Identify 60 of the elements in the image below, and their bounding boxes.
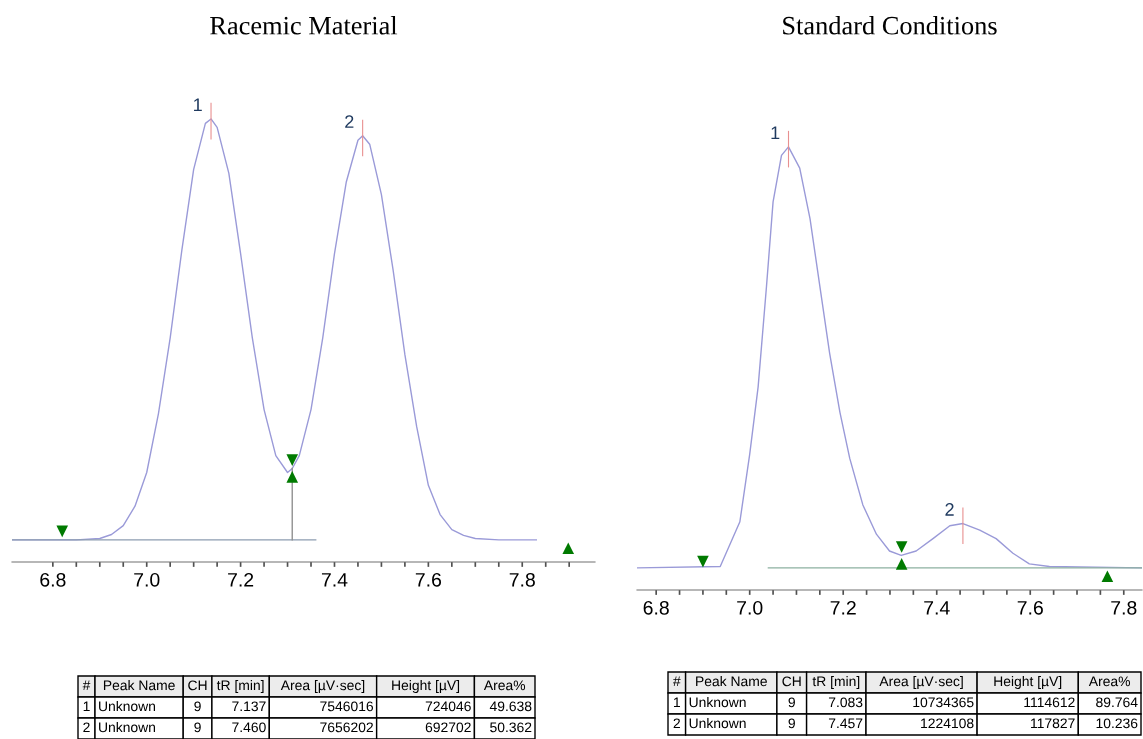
text: 10.236 — [1096, 718, 1138, 729]
text: CH — [188, 680, 207, 691]
annotation: 1 — [194, 98, 202, 112]
x-tick-label: 7.4 — [321, 573, 348, 587]
text: 117827 — [1031, 718, 1075, 729]
text: 9 — [788, 697, 795, 708]
text: Height [µV] — [994, 676, 1062, 689]
text: CH — [782, 676, 801, 687]
text: 10734365 — [913, 697, 974, 708]
x-tick-label: 6.8 — [40, 572, 66, 587]
text: Area% — [483, 680, 526, 691]
text: Unknown — [689, 697, 746, 708]
text: 9 — [788, 718, 795, 729]
chart-title: Standard Conditions — [783, 16, 997, 35]
chart-title: Racemic Material — [210, 16, 398, 35]
x-tick-label: 7.0 — [737, 600, 763, 615]
text: Peak Name — [103, 680, 175, 691]
x-tick-label: 6.8 — [643, 600, 669, 615]
text: 1 — [674, 697, 680, 708]
x-tick-label: 7.8 — [1111, 600, 1137, 615]
text: 692702 — [425, 722, 471, 733]
x-tick-label: 7.2 — [830, 600, 856, 615]
annotation: 1 — [771, 126, 780, 140]
text: 2 — [83, 722, 90, 733]
text: 7.457 — [828, 718, 863, 729]
x-tick-label: 7.8 — [509, 572, 535, 587]
text: tR [min] — [216, 680, 264, 693]
text: 724046 — [425, 701, 471, 712]
text: 7.137 — [232, 701, 266, 712]
text: # — [673, 676, 681, 687]
text: Area [µV·sec] — [879, 676, 963, 689]
text: 1114612 — [1024, 697, 1075, 708]
x-tick-label: 7.4 — [924, 601, 950, 615]
x-tick-label: 7.0 — [134, 572, 160, 587]
text: 1 — [83, 701, 90, 712]
text: 50.362 — [490, 722, 532, 733]
x-tick-label: 7.6 — [1017, 600, 1043, 615]
x-tick-label: 7.2 — [228, 572, 254, 587]
text: 2 — [673, 718, 680, 729]
annotation: 2 — [345, 115, 354, 128]
text: 7546016 — [320, 701, 374, 712]
text: Area% — [1088, 676, 1130, 687]
text: Peak Name — [696, 676, 767, 687]
text: 9 — [194, 701, 201, 712]
text: Height [µV] — [392, 680, 460, 693]
text: 7.460 — [232, 722, 266, 733]
x-tick-label: 7.6 — [415, 572, 442, 587]
text: # — [82, 680, 91, 691]
text: Area [µV·sec] — [280, 680, 365, 693]
annotation: 2 — [945, 503, 954, 516]
text: 7656202 — [320, 722, 373, 733]
text: 9 — [194, 722, 201, 733]
text: Unknown — [99, 701, 156, 712]
text: tR [min] — [812, 676, 860, 689]
text: 89.764 — [1096, 697, 1138, 708]
text: 49.638 — [489, 701, 532, 712]
text: Unknown — [689, 718, 746, 729]
text: 1224108 — [921, 718, 974, 729]
text: 7.083 — [828, 697, 863, 708]
text: Unknown — [99, 722, 156, 733]
